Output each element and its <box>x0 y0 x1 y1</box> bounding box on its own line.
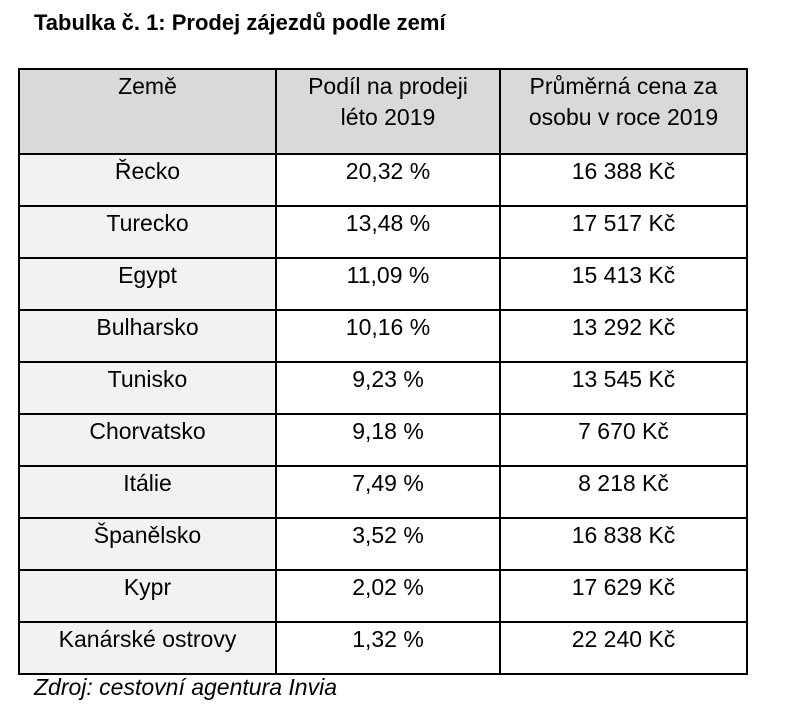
table-row: Řecko 20,32 % 16 388 Kč <box>18 153 748 207</box>
table-row: Egypt 11,09 % 15 413 Kč <box>18 257 748 311</box>
country-cell: Kanárské ostrovy <box>18 621 277 675</box>
country-cell: Kypr <box>18 569 277 623</box>
table-row: Kypr 2,02 % 17 629 Kč <box>18 569 748 623</box>
share-cell: 1,32 % <box>275 621 501 675</box>
table-row: Kanárské ostrovy 1,32 % 22 240 Kč <box>18 621 748 675</box>
country-cell: Itálie <box>18 465 277 519</box>
header-line: Země <box>118 73 177 99</box>
table-row: Turecko 13,48 % 17 517 Kč <box>18 205 748 259</box>
price-cell: 17 517 Kč <box>499 205 748 259</box>
header-line: osobu v roce 2019 <box>528 104 719 130</box>
table-row: Chorvatsko 9,18 % 7 670 Kč <box>18 413 748 467</box>
share-cell: 9,18 % <box>275 413 501 467</box>
share-cell: 2,02 % <box>275 569 501 623</box>
share-cell: 13,48 % <box>275 205 501 259</box>
country-cell: Chorvatsko <box>18 413 277 467</box>
table-body: Řecko 20,32 % 16 388 Kč Turecko 13,48 % … <box>18 153 748 675</box>
price-cell: 7 670 Kč <box>499 413 748 467</box>
header-line: Podíl na prodeji <box>308 73 468 99</box>
price-cell: 13 545 Kč <box>499 361 748 415</box>
header-cell-share: Podíl na prodeji léto 2019 <box>275 68 501 155</box>
country-cell: Bulharsko <box>18 309 277 363</box>
price-cell: 15 413 Kč <box>499 257 748 311</box>
header-cell-price: Průměrná cena za osobu v roce 2019 <box>499 68 748 155</box>
share-cell: 10,16 % <box>275 309 501 363</box>
header-line: Průměrná cena za <box>529 73 718 99</box>
price-cell: 17 629 Kč <box>499 569 748 623</box>
document-title: Tabulka č. 1: Prodej zájezdů podle zemí <box>34 10 446 35</box>
share-cell: 3,52 % <box>275 517 501 571</box>
table-header: Země Podíl na prodeji léto 2019 Průměrná… <box>18 68 748 155</box>
share-cell: 11,09 % <box>275 257 501 311</box>
country-cell: Egypt <box>18 257 277 311</box>
share-cell: 9,23 % <box>275 361 501 415</box>
table-row: Tunisko 9,23 % 13 545 Kč <box>18 361 748 415</box>
country-cell: Španělsko <box>18 517 277 571</box>
share-cell: 20,32 % <box>275 153 501 207</box>
price-cell: 16 388 Kč <box>499 153 748 207</box>
header-cell-country: Země <box>18 68 277 155</box>
price-cell: 16 838 Kč <box>499 517 748 571</box>
share-cell: 7,49 % <box>275 465 501 519</box>
price-cell: 22 240 Kč <box>499 621 748 675</box>
country-cell: Turecko <box>18 205 277 259</box>
price-cell: 8 218 Kč <box>499 465 748 519</box>
source-note: Zdroj: cestovní agentura Invia <box>34 674 337 700</box>
table-row: Itálie 7,49 % 8 218 Kč <box>18 465 748 519</box>
country-cell: Řecko <box>18 153 277 207</box>
table-row: Španělsko 3,52 % 16 838 Kč <box>18 517 748 571</box>
table-row: Bulharsko 10,16 % 13 292 Kč <box>18 309 748 363</box>
sales-by-country-table: Země Podíl na prodeji léto 2019 Průměrná… <box>18 68 748 675</box>
price-cell: 13 292 Kč <box>499 309 748 363</box>
header-line: léto 2019 <box>340 104 436 130</box>
table-header-row: Země Podíl na prodeji léto 2019 Průměrná… <box>18 68 748 155</box>
country-cell: Tunisko <box>18 361 277 415</box>
